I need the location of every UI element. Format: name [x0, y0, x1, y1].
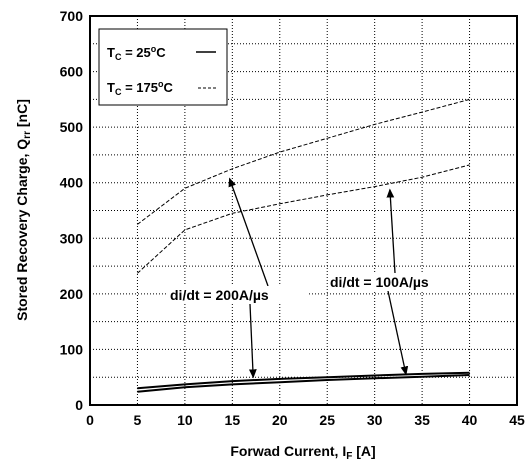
- y-tick-label: 700: [60, 8, 84, 24]
- legend: TC = 25oC TC = 175oC: [98, 28, 228, 106]
- x-tick-label: 40: [462, 412, 478, 428]
- series-line-3: [137, 374, 470, 393]
- series-group: [137, 98, 470, 393]
- x-tick-label: 30: [367, 412, 383, 428]
- series-line-1: [137, 164, 470, 274]
- x-tick-label: 25: [319, 412, 335, 428]
- tick-labels: 0 5 10 15 20 25 30 35 40 45 0 100 200 300 400 500 600 700: [60, 8, 525, 428]
- y-tick-label: 0: [75, 397, 83, 413]
- series-line-0: [137, 98, 470, 225]
- x-tick-label: 0: [86, 412, 94, 428]
- legend-label-25c: TC = 25oC: [107, 44, 166, 62]
- annotation-100: di/dt = 100A/µs: [330, 274, 429, 290]
- arrow-100-solid: [387, 290, 409, 376]
- legend-box: [98, 28, 228, 106]
- series-line-2: [137, 371, 470, 390]
- annotation-arrows: [228, 177, 409, 379]
- arrow-100-dashed: [386, 188, 396, 274]
- x-tick-label: 5: [134, 412, 142, 428]
- x-tick-label: 35: [414, 412, 430, 428]
- y-tick-label: 400: [60, 175, 84, 191]
- legend-label-175c: TC = 175oC: [107, 79, 173, 97]
- plot-frame: [89, 15, 518, 406]
- y-tick-label: 100: [60, 341, 84, 357]
- y-tick-label: 200: [60, 286, 84, 302]
- grid: [90, 16, 517, 405]
- x-tick-label: 15: [225, 412, 241, 428]
- x-tick-label: 10: [177, 412, 193, 428]
- arrow-200-solid: [248, 303, 257, 379]
- y-tick-label: 600: [60, 64, 84, 80]
- arrow-200-dashed: [228, 177, 269, 287]
- annotation-200: di/dt = 200A/µs: [170, 287, 269, 303]
- y-axis-label: Stored Recovery Charge, Qrr [nC]: [14, 99, 33, 321]
- x-tick-label: 20: [272, 412, 288, 428]
- annotation-bg-100: [328, 273, 468, 291]
- y-tick-label: 300: [60, 230, 84, 246]
- y-tick-label: 500: [60, 119, 84, 135]
- annotation-bg-200: [168, 286, 308, 304]
- x-axis-label: Forwad Current, IF [A]: [230, 443, 375, 462]
- x-tick-label: 45: [509, 412, 525, 428]
